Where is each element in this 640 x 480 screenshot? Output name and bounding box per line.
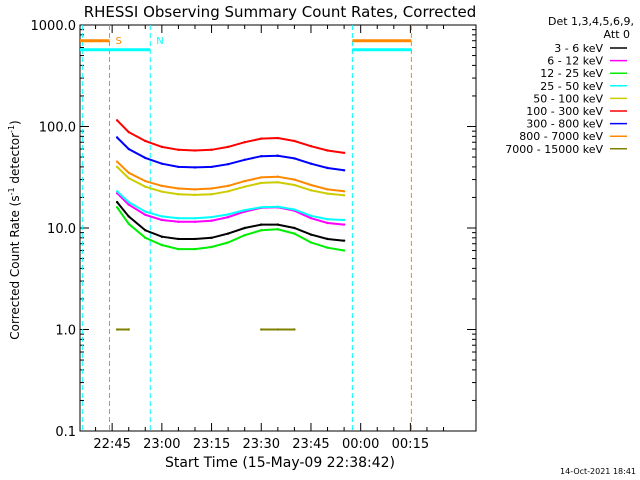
y-tick-label: 10.0: [47, 222, 76, 237]
x-tick-label: 23:30: [243, 437, 280, 452]
series-line: [116, 192, 345, 226]
annotation-label: N: [156, 36, 163, 47]
y-tick-label: 100.0: [39, 121, 76, 136]
chart-title: RHESSI Observing Summary Count Rates, Co…: [84, 3, 477, 21]
legend-label: 50 - 100 keV: [533, 92, 603, 105]
legend-label: 7000 - 15000 keV: [505, 143, 603, 156]
series-line: [116, 166, 345, 197]
series-2: [115, 206, 346, 252]
x-tick-label: 23:00: [143, 437, 180, 452]
series-line: [116, 201, 345, 242]
legend-header-line-1: Det 1,3,4,5,6,9,: [548, 15, 634, 28]
y-tick-label: 1.0: [55, 324, 76, 339]
x-tick-label: 23:15: [193, 437, 230, 452]
x-tick-label: 23:45: [292, 437, 329, 452]
x-tick-label: 00:00: [342, 437, 379, 452]
x-tick-label: 22:45: [93, 437, 130, 452]
legend-label: 3 - 6 keV: [554, 42, 603, 55]
series-8: [115, 328, 296, 331]
legend-header-line-2: Att 0: [604, 28, 630, 41]
series-line: [116, 190, 345, 221]
x-axis-label: Start Time (15-May-09 22:38:42): [165, 455, 395, 471]
series-line: [116, 136, 345, 172]
series-0: [115, 200, 346, 242]
x-tick-label: 00:15: [392, 437, 429, 452]
legend-label: 6 - 12 keV: [547, 55, 603, 68]
annotation-label: S: [115, 36, 121, 47]
plot-frame: [79, 24, 477, 432]
series-4: [115, 165, 346, 197]
series-line: [116, 206, 345, 252]
series-line: [116, 119, 345, 154]
legend-label: 12 - 25 keV: [540, 67, 603, 80]
series-6: [115, 136, 346, 172]
legend-label: 100 - 300 keV: [526, 105, 603, 118]
plot-area: 0.1 1.0 10.0 100.0 1000.0 22:45 23:00 23:15 23:3…: [31, 19, 627, 452]
y-tick-label: 1000.0: [31, 19, 77, 34]
footer-date: 14-Oct-2021 18:41: [560, 467, 636, 476]
legend-label: 800 - 7000 keV: [519, 130, 603, 143]
series-5: [115, 119, 346, 155]
y-axis-label: Corrected Count Rate (s-1 detector-1): [7, 120, 22, 339]
series-7: [115, 160, 346, 193]
series-1: [115, 192, 346, 226]
legend-label: 25 - 50 keV: [540, 80, 603, 93]
y-tick-label: 0.1: [55, 425, 76, 440]
legend-label: 300 - 800 keV: [526, 118, 603, 131]
series-line: [116, 160, 345, 193]
series-3: [115, 190, 346, 222]
